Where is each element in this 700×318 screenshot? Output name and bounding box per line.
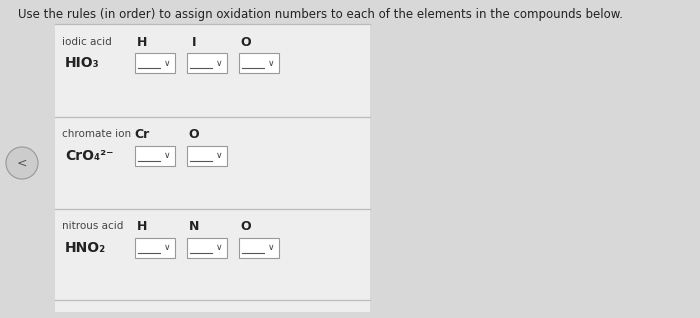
Text: I: I	[192, 36, 196, 49]
Bar	[187, 146, 227, 166]
Text: nitrous acid: nitrous acid	[62, 221, 123, 231]
Bar	[55, 24, 370, 312]
Circle shape	[6, 147, 38, 179]
Text: O: O	[241, 219, 251, 232]
Text: ∨: ∨	[216, 151, 223, 161]
Bar	[239, 238, 279, 258]
Text: chromate ion: chromate ion	[62, 129, 131, 139]
Text: ∨: ∨	[267, 59, 274, 67]
Text: Cr: Cr	[134, 128, 150, 141]
Text: O: O	[189, 128, 199, 141]
Bar	[187, 238, 227, 258]
Text: ∨: ∨	[164, 59, 170, 67]
Bar	[239, 53, 279, 73]
Text: N: N	[189, 219, 199, 232]
Text: ∨: ∨	[164, 244, 170, 252]
Text: O: O	[241, 36, 251, 49]
Text: <: <	[17, 156, 27, 169]
Text: ∨: ∨	[267, 244, 274, 252]
Text: ∨: ∨	[216, 59, 223, 67]
Text: Use the rules (in order) to assign oxidation numbers to each of the elements in : Use the rules (in order) to assign oxida…	[18, 8, 623, 21]
Bar	[187, 53, 227, 73]
Text: iodic acid: iodic acid	[62, 37, 112, 47]
Text: CrO₄²⁻: CrO₄²⁻	[65, 149, 113, 163]
Text: HIO₃: HIO₃	[65, 56, 99, 70]
Text: ∨: ∨	[216, 244, 223, 252]
Text: ∨: ∨	[164, 151, 170, 161]
Text: H: H	[136, 219, 147, 232]
Bar	[135, 238, 175, 258]
Bar	[135, 53, 175, 73]
Text: H: H	[136, 36, 147, 49]
Bar	[135, 146, 175, 166]
Text: HNO₂: HNO₂	[65, 241, 106, 255]
